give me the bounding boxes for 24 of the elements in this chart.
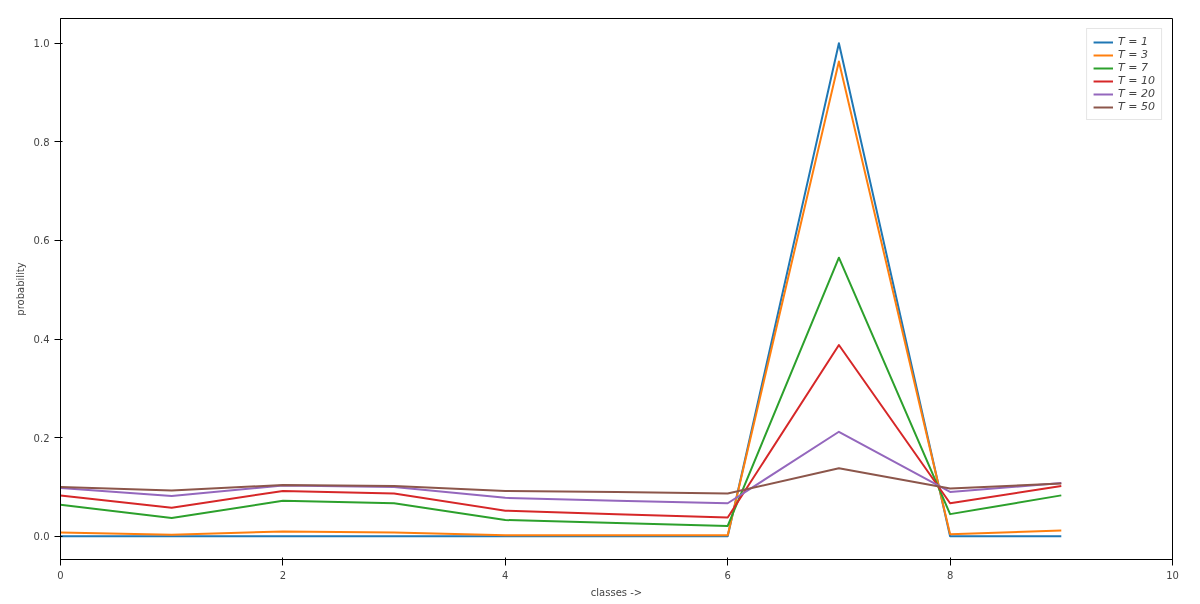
- y-tick-label: 0.6: [33, 235, 50, 247]
- line-series: [60, 467, 1063, 495]
- legend-label: T = 1: [1118, 35, 1148, 48]
- y-tick-label: 0.2: [33, 432, 50, 444]
- legend-label: T = 7: [1118, 61, 1148, 74]
- y-tick-label: 0.4: [33, 334, 50, 346]
- y-tick-label: 1.0: [33, 38, 50, 50]
- legend-label: T = 20: [1118, 87, 1155, 100]
- x-tick-label: 8: [946, 569, 954, 581]
- y-axis-title: probability: [14, 262, 26, 316]
- y-tick-label: 0.0: [33, 531, 50, 543]
- x-axis-title: classes ->: [590, 586, 643, 598]
- legend-label: T = 3: [1118, 48, 1148, 61]
- line-series: [60, 256, 1063, 527]
- x-tick-label: 6: [724, 569, 731, 581]
- x-tick-label: 10: [1166, 569, 1179, 581]
- line-series: [60, 343, 1063, 519]
- x-tick-label: 2: [279, 569, 287, 581]
- x-tick-label: 4: [502, 569, 509, 581]
- line-series: [60, 430, 1063, 505]
- legend-label: T = 50: [1118, 100, 1155, 113]
- y-tick-label: 0.8: [33, 136, 50, 148]
- x-tick-label: 0: [57, 569, 64, 581]
- legend-label: T = 10: [1118, 74, 1155, 87]
